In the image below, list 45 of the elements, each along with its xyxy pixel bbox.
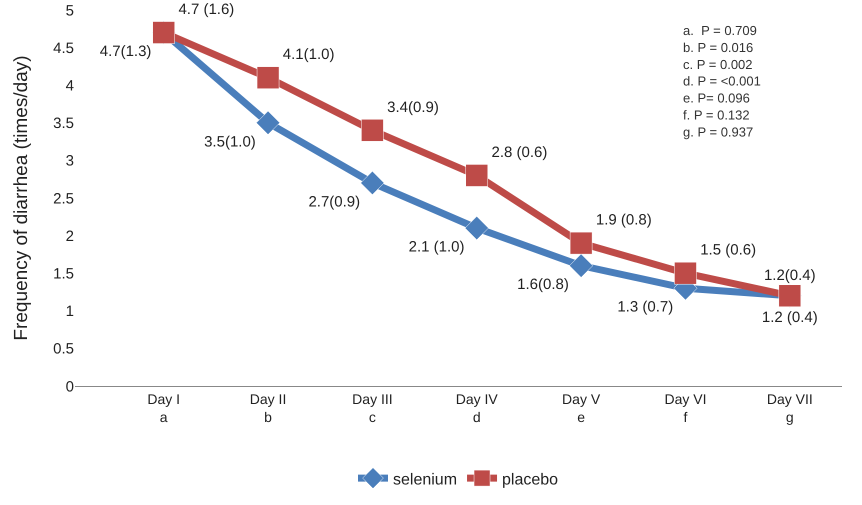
point (466, 164, 488, 187)
point (360, 171, 384, 195)
y-tick-label: 2 (66, 228, 74, 245)
point (361, 119, 384, 142)
y-tick-label: 3 (66, 152, 74, 170)
data-label: 1.9 (0.8) (596, 212, 652, 229)
y-tick-label: 0 (66, 378, 74, 396)
data-label: 2.1 (1.0) (408, 238, 465, 256)
data-label: 4.1(1.0) (282, 46, 335, 64)
point (570, 232, 592, 254)
point (569, 254, 594, 278)
y-tick-label: 0.5 (53, 340, 74, 358)
x-tick-label: Day I a (147, 390, 180, 425)
x-tick-label: Day VI f (664, 390, 706, 425)
data-label: 1.6(0.8) (517, 276, 569, 294)
data-label: 4.7(1.3) (100, 43, 152, 60)
x-tick-label: Day V e (562, 390, 601, 425)
y-tick-label: 1.5 (53, 265, 74, 282)
data-label: 1.2 (0.4) (762, 308, 818, 326)
data-label: 2.7(0.9) (308, 193, 360, 210)
data-label: 2.8 (0.6) (492, 144, 548, 161)
x-tick-label: Day II b (250, 390, 286, 425)
point (256, 66, 280, 89)
y-tick-label: 2.5 (53, 190, 74, 208)
x-tick-label: Day IV d (456, 390, 498, 425)
y-tick-label: 1 (66, 303, 74, 320)
data-label: 1.2(0.4) (764, 266, 816, 284)
point (674, 262, 697, 284)
y-tick-label: 3.5 (53, 115, 74, 132)
data-label: 3.5(1.0) (204, 133, 256, 150)
x-tick-label: Day VII g (766, 390, 813, 425)
y-tick-label: 5 (66, 2, 74, 20)
data-label: 3.4(0.9) (387, 98, 439, 116)
point (464, 216, 489, 240)
y-tick-label: 4.5 (53, 40, 74, 57)
y-tick-label: 4 (66, 77, 74, 94)
legend-label: selenium (393, 471, 458, 488)
data-label: 1.5 (0.6) (700, 242, 756, 259)
y-axis-title: Frequency of diarrhea (times/day) (11, 55, 32, 341)
annotation: a. P = 0.709 b. P = 0.016 c. P = 0.002 d. P = <0.001 e. P= 0.096 f. P = 0.132 g. P = 0.937 (683, 23, 761, 140)
x-tick-label: Day III c (352, 390, 393, 425)
data-label: 4.7 (1.6) (178, 1, 234, 18)
data-label: 1.3 (0.7) (617, 298, 674, 316)
legend-label: placebo (502, 471, 558, 488)
point (256, 110, 280, 135)
